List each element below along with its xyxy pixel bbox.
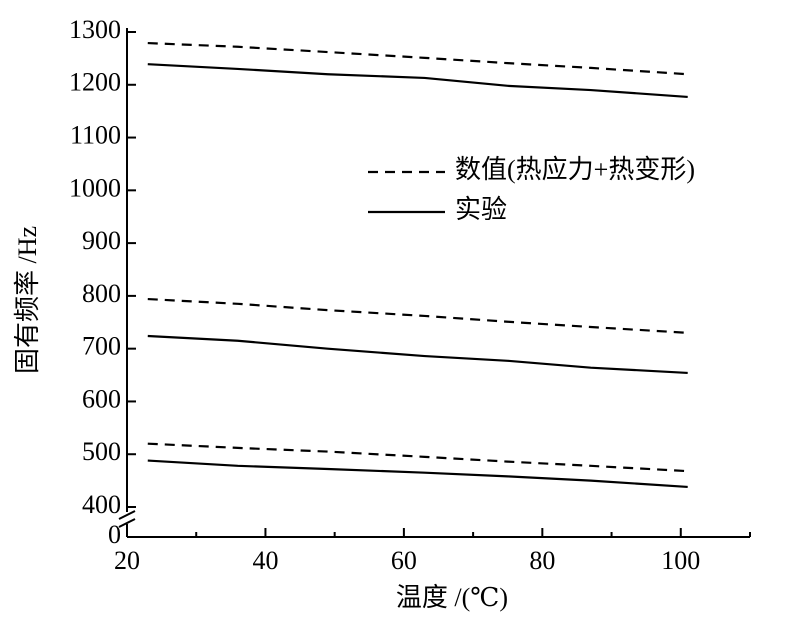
- y-tick-label: 0: [108, 520, 121, 549]
- series-line: [147, 442, 688, 473]
- series-line: [147, 63, 688, 99]
- axis-break: [118, 510, 136, 528]
- y-tick-label: 1000: [69, 173, 121, 202]
- y-axis-label: 固有频率 /Hz: [13, 226, 42, 374]
- y-tick-label: 500: [82, 437, 121, 466]
- y-tick-label: 1300: [69, 15, 121, 44]
- x-tick-label: 40: [252, 546, 278, 575]
- series-line: [147, 459, 688, 489]
- x-tick-label: 60: [391, 546, 417, 575]
- y-tick-label: 700: [82, 332, 121, 361]
- y-tick-label: 800: [82, 279, 121, 308]
- y-tick-label: 600: [82, 384, 121, 413]
- x-axis-label: 温度 /(℃): [396, 583, 508, 612]
- y-tick-label: 400: [82, 490, 121, 519]
- legend-label: 数值(热应力+热变形): [455, 155, 695, 184]
- y-tick-label: 1100: [70, 121, 121, 150]
- x-tick-label: 100: [661, 546, 700, 575]
- x-tick-label: 80: [529, 546, 555, 575]
- y-tick-label: 1200: [69, 68, 121, 97]
- series-line: [147, 297, 688, 334]
- y-tick-label: 900: [82, 226, 121, 255]
- series-line: [147, 41, 688, 76]
- series-line: [147, 334, 688, 375]
- legend-label: 实验: [455, 195, 507, 224]
- x-tick-label: 20: [114, 546, 140, 575]
